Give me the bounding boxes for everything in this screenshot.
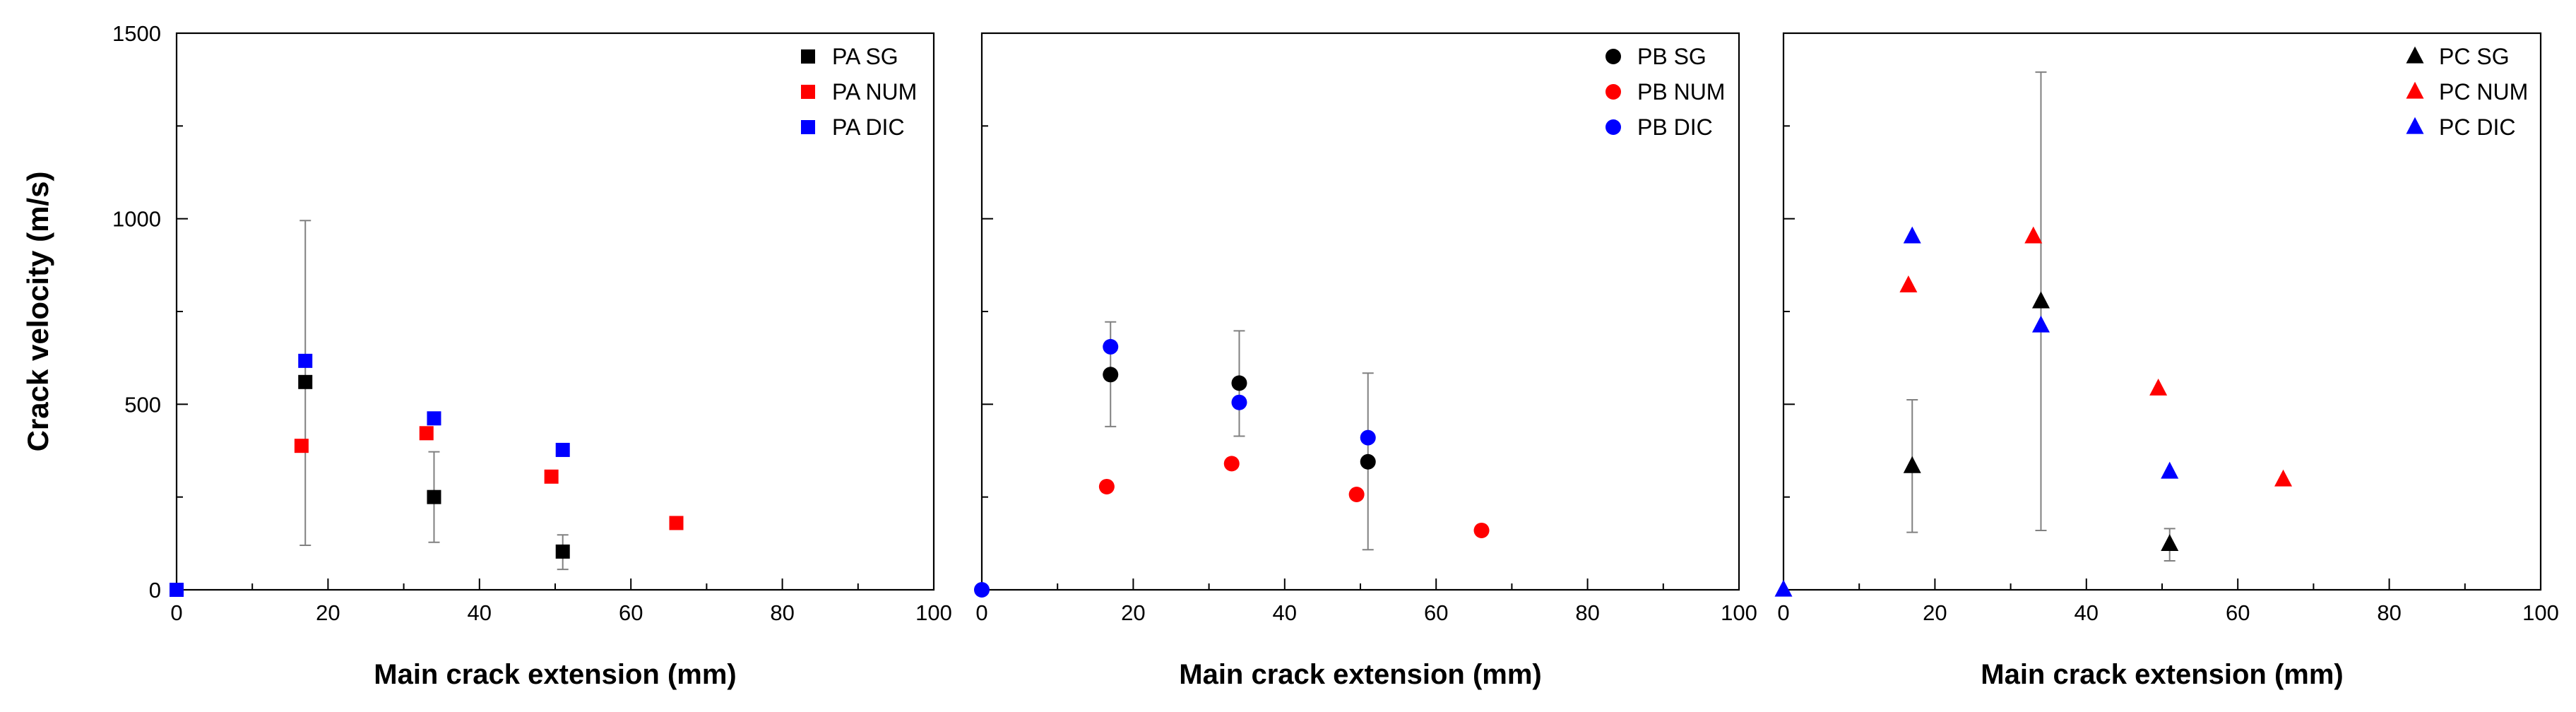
pc-num-legend-label: PC NUM — [2439, 79, 2528, 105]
pa-sg-legend-label: PA SG — [832, 44, 898, 69]
pa-x-tick-label: 20 — [316, 600, 340, 625]
pa-dic-legend-marker — [801, 120, 815, 134]
pc-x-tick-label: 40 — [2075, 600, 2099, 625]
pb-num-point — [1098, 478, 1115, 494]
pa-dic-point — [555, 442, 570, 457]
pa-y-axis-label: Crack velocity (m/s) — [21, 172, 54, 452]
pc-dic-legend-marker — [2406, 117, 2424, 134]
pc-x-tick-label: 80 — [2377, 600, 2401, 625]
pc-x-tick-label: 60 — [2226, 600, 2250, 625]
pa-sg-point — [427, 490, 441, 504]
pa-x-tick-label: 100 — [915, 600, 952, 625]
pa-num-legend-label: PA NUM — [832, 79, 917, 105]
pb-num-point — [1473, 522, 1490, 538]
pa-sg-point — [555, 544, 570, 559]
pc-x-tick-label: 20 — [1923, 600, 1947, 625]
pb-x-axis-label: Main crack extension (mm) — [1179, 659, 1542, 690]
pb-sg-point — [1360, 453, 1376, 470]
pb-x-tick-label: 60 — [1424, 600, 1448, 625]
pc-num-point — [2149, 379, 2168, 396]
pa-x-tick-label: 80 — [770, 600, 794, 625]
pb-sg-legend-marker — [1605, 49, 1621, 64]
pa-x-tick-label: 0 — [170, 600, 182, 625]
pc-dic-point — [1774, 579, 1793, 597]
pc-sg-point — [2031, 291, 2050, 309]
pa-num-point — [669, 516, 684, 530]
pb-dic-point — [974, 582, 990, 598]
panel-pb: 0 20 40 60 80 100 Main crack extension (mm) PB … — [974, 32, 1757, 690]
pa-sg-legend-marker — [801, 49, 815, 64]
pb-dic-point — [1103, 338, 1119, 355]
pa-sg-point — [298, 374, 313, 389]
pa-x-tick-label: 60 — [619, 600, 643, 625]
pa-y-tick-label: 1500 — [112, 21, 161, 46]
pb-x-tick-label: 40 — [1273, 600, 1297, 625]
pc-sg-legend-label: PC SG — [2439, 44, 2510, 69]
pb-dic-point — [1231, 394, 1247, 410]
pb-dic-legend-label: PB DIC — [1637, 114, 1713, 140]
pc-sg-point — [2161, 534, 2179, 552]
pa-num-legend-marker — [801, 85, 815, 99]
panel-pc: 0 20 40 60 80 100 Main crack extension (mm) PC … — [1774, 32, 2559, 690]
pa-num-point — [544, 469, 559, 484]
pa-dic-point — [170, 583, 184, 597]
pc-dic-point — [1903, 226, 1921, 244]
pa-y-tick-label: 0 — [149, 578, 161, 603]
pb-num-legend-label: PB NUM — [1637, 79, 1725, 105]
pb-x-tick-label: 80 — [1575, 600, 1599, 625]
pc-x-axis-label: Main crack extension (mm) — [1981, 659, 2344, 690]
pc-num-point — [2274, 469, 2293, 487]
pb-dic-legend-marker — [1605, 119, 1621, 135]
pb-dic-point — [1360, 429, 1376, 446]
pb-sg-legend-label: PB SG — [1637, 44, 1707, 69]
pa-x-tick-label: 40 — [468, 600, 492, 625]
pa-x-axis-label: Main crack extension (mm) — [374, 659, 737, 690]
pc-sg-point — [1903, 456, 1921, 473]
pa-dic-point — [298, 353, 313, 368]
pc-dic-legend-label: PC DIC — [2439, 114, 2515, 140]
pc-num-point — [1899, 275, 1918, 292]
pa-dic-point — [427, 411, 441, 426]
pb-num-point — [1348, 486, 1365, 502]
pb-x-tick-label: 100 — [1721, 600, 1757, 625]
pb-x-tick-label: 20 — [1121, 600, 1145, 625]
pc-num-point — [2024, 226, 2043, 244]
pc-x-tick-label: 100 — [2522, 600, 2559, 625]
pa-y-tick-label: 1000 — [112, 207, 161, 232]
pb-num-legend-marker — [1605, 84, 1621, 100]
pb-sg-point — [1103, 367, 1119, 383]
pa-num-point — [419, 426, 434, 441]
pc-num-legend-marker — [2406, 81, 2424, 99]
pb-num-point — [1223, 456, 1240, 472]
pa-dic-legend-label: PA DIC — [832, 114, 905, 140]
pc-dic-point — [2031, 315, 2050, 333]
pb-sg-point — [1231, 375, 1247, 391]
pc-sg-legend-marker — [2406, 46, 2424, 64]
pa-num-point — [294, 439, 309, 453]
pb-x-tick-label: 0 — [975, 600, 987, 625]
pc-x-tick-label: 0 — [1777, 600, 1789, 625]
pc-dic-point — [2161, 461, 2179, 479]
pa-y-tick-label: 500 — [124, 392, 161, 417]
